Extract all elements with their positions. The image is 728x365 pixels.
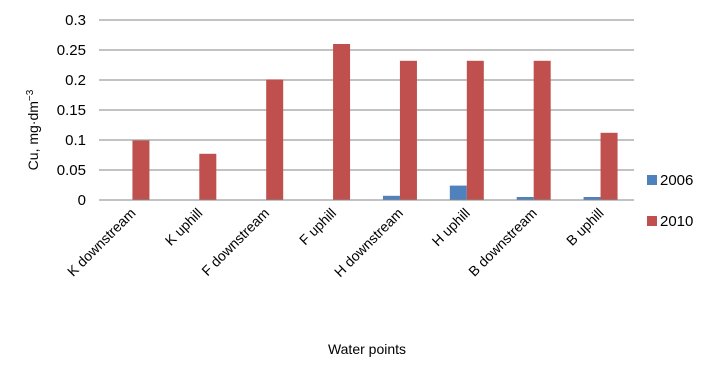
x-tick-label: F uphill — [296, 205, 339, 248]
x-tick-label: B downstream — [465, 205, 540, 280]
bar-2010-2 — [199, 153, 217, 200]
gridlines — [99, 19, 634, 171]
y-tick-label: 0.15 — [57, 102, 86, 119]
x-tick-label: K downstream — [64, 205, 139, 280]
x-tick-label: H uphill — [429, 205, 473, 249]
bar-2010-4 — [333, 44, 351, 200]
x-tick-label: H downstream — [331, 205, 406, 280]
bar-2006-6 — [449, 185, 467, 200]
bar-2010-7 — [533, 60, 551, 200]
y-tick-label: 0.2 — [65, 72, 86, 89]
y-tick-label: 0.1 — [65, 132, 86, 149]
y-axis-title: Cu, mg·dm−3 — [25, 89, 42, 170]
legend-swatch-2010 — [647, 216, 657, 226]
bar-2006-8 — [583, 197, 601, 200]
x-tick-label: F downstream — [198, 205, 272, 279]
legend-swatch-2006 — [647, 175, 657, 185]
x-tick-label: K uphill — [162, 205, 206, 249]
bar-2010-8 — [600, 132, 618, 200]
y-axis-title-main: Cu, mg·dm — [25, 101, 41, 170]
legend: 2006 2010 — [647, 172, 693, 230]
bar-2006-7 — [516, 197, 534, 200]
bar-2010-6 — [466, 60, 484, 200]
x-axis-title: Water points — [328, 341, 406, 357]
bar-2010-5 — [399, 60, 417, 200]
bar-2010-3 — [266, 79, 284, 200]
y-tick-label: 0.25 — [57, 42, 86, 59]
legend-label-2006: 2006 — [660, 172, 693, 189]
bar-2010-1 — [132, 140, 150, 200]
y-axis-title-superscript: −3 — [25, 89, 36, 101]
y-tick-label: 0.05 — [57, 162, 86, 179]
bar-2006-5 — [382, 195, 400, 200]
legend-label-2010: 2010 — [660, 213, 693, 230]
y-tick-labels: 0 0.05 0.1 0.15 0.2 0.25 0.3 — [57, 12, 86, 209]
x-tick-label: B uphill — [563, 205, 607, 249]
y-tick-label: 0.3 — [65, 12, 86, 29]
y-tick-label: 0 — [78, 192, 86, 209]
bars — [132, 44, 618, 200]
